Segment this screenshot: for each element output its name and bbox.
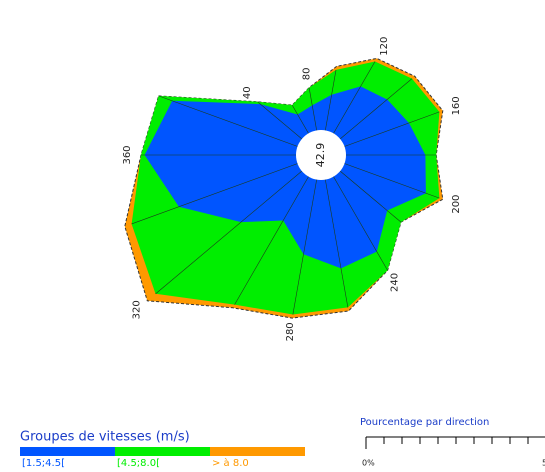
direction-label: 280 — [285, 322, 296, 341]
direction-label: 360 — [122, 145, 133, 164]
spoke — [320, 154, 349, 308]
direction-label: 200 — [451, 195, 462, 214]
legend-label: [1.5;4.5[ — [22, 458, 65, 469]
legend-swatch — [115, 447, 210, 456]
direction-label: 80 — [302, 67, 313, 80]
spoke — [234, 154, 322, 305]
scale-tick-label: 5 — [542, 459, 545, 468]
spoke — [155, 154, 322, 295]
legend-title: Groupes de vitesses (m/s) — [20, 430, 190, 445]
legend-swatch — [20, 447, 115, 456]
legend-label: > à 8.0 — [212, 457, 249, 469]
direction-label: 320 — [132, 300, 143, 319]
spoke — [131, 154, 322, 225]
legend-swatch — [210, 447, 305, 456]
direction-label: 120 — [379, 37, 390, 56]
direction-label: 40 — [242, 86, 253, 99]
scale-title: Pourcentage par direction — [360, 417, 489, 428]
rose-band — [144, 86, 426, 269]
scale-tick-label: 0% — [362, 459, 375, 468]
direction-label: 240 — [390, 273, 401, 292]
calm-label: 42.9 — [314, 143, 327, 168]
wind-rose: 42.9 40 80 120 160 200 240 280 320 360 — [122, 37, 462, 342]
legend-label: [4.5;8.0[ — [117, 458, 160, 469]
direction-label: 160 — [451, 96, 462, 115]
calm-circle — [296, 130, 346, 180]
spoke — [292, 154, 322, 315]
spoke — [158, 95, 322, 156]
